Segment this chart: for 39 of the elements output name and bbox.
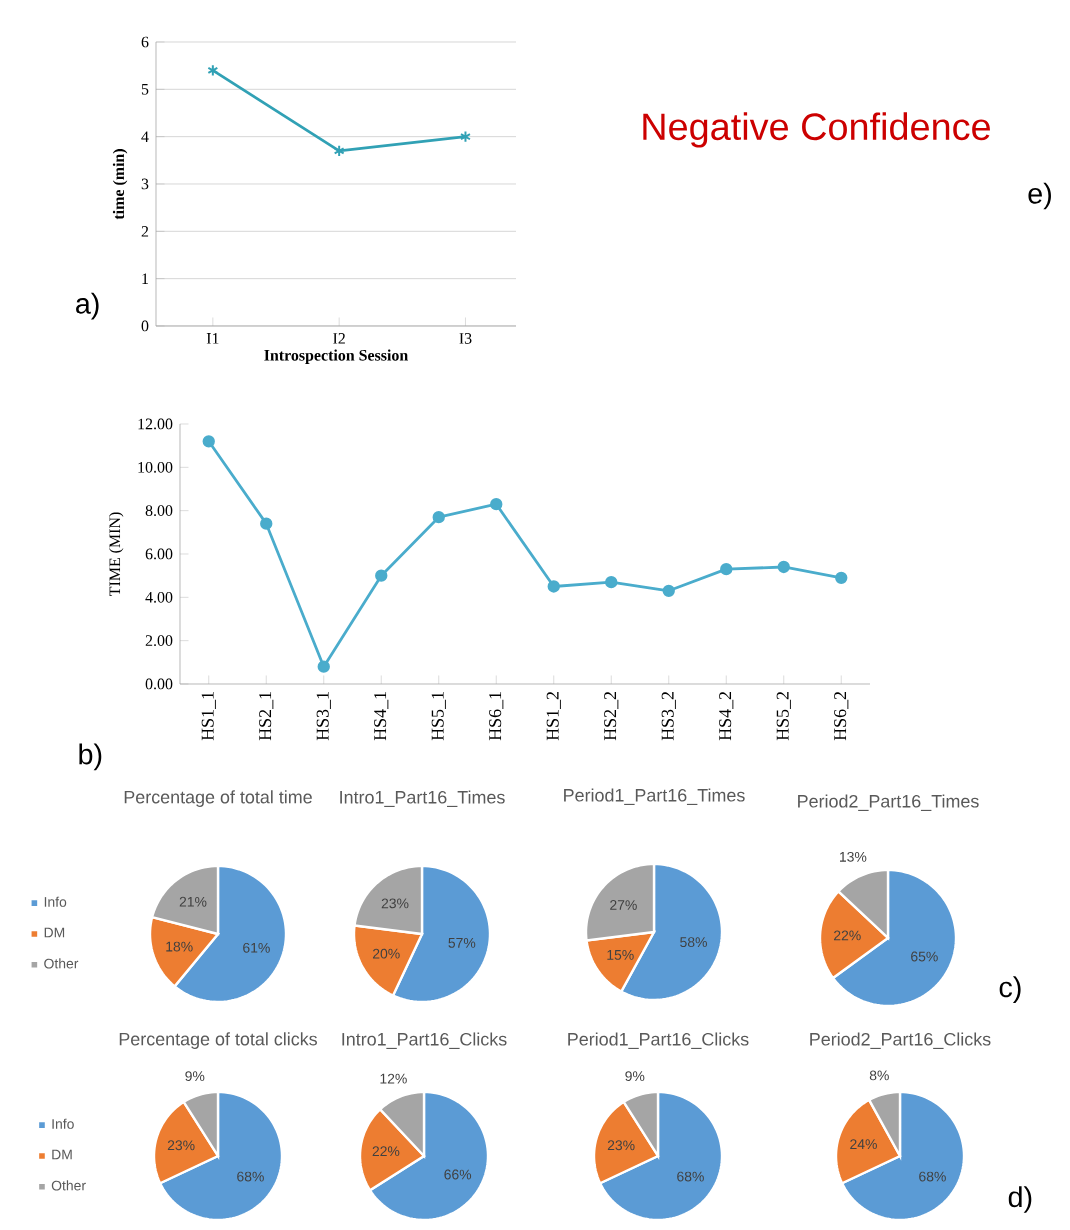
x-tick-label: HS3_2 (661, 692, 676, 741)
point (605, 575, 618, 589)
x-tick-label: HS5_1 (431, 692, 446, 741)
text: e) (1028, 182, 1051, 210)
chart-title: Period2_Part16_Times (798, 794, 979, 811)
x-tick-label: HS1_1 (201, 692, 216, 741)
text: b) (79, 743, 102, 771)
chart-title: Period1_Part16_Clicks (568, 1032, 749, 1049)
point (835, 571, 848, 584)
point (317, 660, 330, 673)
x-tick-label: HS6_2 (834, 692, 849, 741)
x-tick-label: HS6_1 (489, 692, 504, 741)
x-tick-label: HS2_1 (259, 692, 274, 741)
x-tick-label: HS4_2 (719, 692, 734, 741)
point (375, 569, 388, 582)
point (777, 560, 790, 574)
chart-title: Intro1_Part16_Times (340, 790, 505, 807)
x-tick-label: HS3_1 (316, 692, 331, 741)
point (260, 517, 273, 530)
point (202, 435, 215, 448)
chart-title: Percentage of total clicks (119, 1032, 317, 1049)
chart-title: Period1_Part16_Times (564, 788, 745, 805)
x-tick-label: HS5_2 (776, 692, 791, 741)
point (547, 580, 560, 593)
x-tick-label: HS4_1 (374, 692, 389, 741)
point (662, 584, 675, 597)
x-tick-label: HS2_2 (604, 692, 619, 741)
point (720, 562, 733, 576)
chart-title: Intro1_Part16_Clicks (342, 1032, 507, 1049)
point (333, 144, 345, 158)
text: d) (1008, 1186, 1032, 1213)
x-tick-label: HS1_2 (546, 692, 561, 741)
text: c) (999, 976, 1021, 1004)
text: a) (76, 292, 99, 320)
chart-title: Period2_Part16_Clicks (810, 1032, 991, 1049)
chart-title: Percentage of total time (124, 790, 312, 807)
point (432, 510, 445, 524)
point (490, 497, 503, 511)
text: Negative Confidence (643, 112, 990, 148)
